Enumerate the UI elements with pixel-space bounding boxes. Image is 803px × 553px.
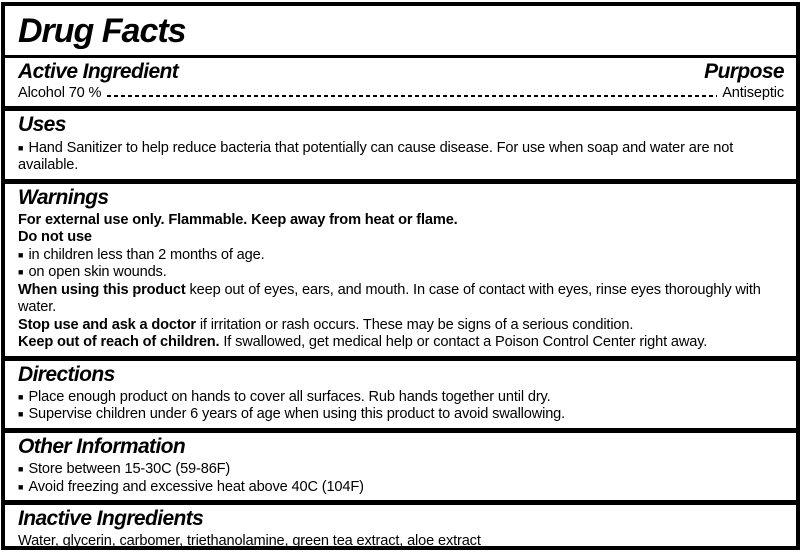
warnings-line: Do not use [18,229,784,247]
section-divider [5,427,796,433]
purpose-heading: Purpose [704,59,784,83]
drug-facts-header: Drug Facts [5,6,796,55]
warnings-line-text: if irritation or rash occurs. These may … [199,316,634,333]
title-divider [5,54,796,58]
inactive-ingredients-heading: Inactive Ingredients [18,507,204,530]
bullet-square-icon: ■ [18,481,24,492]
other-information-heading: Other Information [18,434,186,458]
other-information-bullet-text: Avoid freezing and excessive heat above … [28,478,364,495]
section-divider [5,178,796,184]
warnings-bullet: ■ in children less than 2 months of age. [18,247,784,265]
other-information-bullet: ■ Avoid freezing and excessive heat above… [18,479,784,497]
directions-bullet: ■ Place enough product on hands to cover … [18,389,784,407]
warnings-bullet-text: in children less than 2 months of age. [28,246,265,263]
active-ingredient-heading-row: Active Ingredient Purpose [18,59,785,84]
directions-heading: Directions [18,362,115,386]
warnings-bold-text: When using this product [18,281,186,298]
warnings-heading: Warnings [18,185,109,209]
directions-bullet: ■ Supervise children under 6 years of age… [18,406,784,424]
uses-bullet-text: Hand Sanitizer to help reduce bacteria t… [18,139,734,174]
warnings-bullet: ■ on open skin wounds. [18,264,784,282]
warnings-bold-text: Keep out of reach of children. [18,334,220,351]
other-information-bullet: ■ Store between 15-30C (59-86F) [18,461,784,479]
dash-leader [107,94,718,97]
inactive-ingredients-text: Water, glycerin, carbomer, triethanolami… [18,533,481,550]
directions-section: Directions ■ Place enough product on hand… [5,361,796,428]
other-information-bullet-text: Store between 15-30C (59-86F) [28,461,231,477]
warnings-line: Stop use and ask a doctor if irritation … [18,317,784,335]
uses-heading: Uses [18,113,66,137]
warnings-bold-text: Stop use and ask a doctor [18,316,196,333]
section-divider [5,500,796,505]
section-divider [5,355,796,361]
section-divider [5,106,796,112]
warnings-line: When using this product keep out of eyes… [18,282,784,317]
uses-bullet: ■ Hand Sanitizer to help reduce bacteria … [18,140,784,175]
other-information-section: Other Information ■ Store between 15-30C … [5,433,796,500]
bullet-square-icon: ■ [18,391,24,402]
directions-bullet-text: Supervise children under 6 years of age … [28,406,566,423]
ingredient-row: Alcohol 70 % Antiseptic [18,85,784,103]
uses-section: Uses ■ Hand Sanitizer to help reduce bact… [5,111,796,178]
warnings-line-text: keep out of eyes, ears, and mouth. In ca… [18,281,761,316]
warnings-line-text: If swallowed, get medical help or contac… [223,334,708,351]
warnings-bullet-text: on open skin wounds. [28,264,167,281]
warnings-line: For external use only. Flammable. Keep a… [18,212,784,230]
drug-facts-title: Drug Facts [18,12,187,50]
active-ingredient-heading: Active Ingredient [18,59,179,83]
ingredient-name: Alcohol 70 % [18,84,102,101]
bullet-square-icon: ■ [18,142,24,153]
bullet-square-icon: ■ [18,249,24,260]
directions-bullet-text: Place enough product on hands to cover a… [28,388,551,405]
warnings-section: Warnings For external use only. Flammabl… [5,184,796,356]
active-ingredient-section: Active Ingredient Purpose Alcohol 70 % A… [5,58,796,107]
warnings-line: Keep out of reach of children. If swallo… [18,334,784,352]
ingredient-purpose: Antiseptic [722,84,784,101]
inactive-ingredients-section: Inactive Ingredients Water, glycerin, ca… [5,505,796,553]
bullet-square-icon: ■ [18,409,24,420]
warnings-bold-text: Do not use [18,229,92,246]
bullet-square-icon: ■ [18,267,24,278]
bullet-square-icon: ■ [18,464,24,474]
warnings-bold-text: For external use only. Flammable. Keep a… [18,211,458,228]
